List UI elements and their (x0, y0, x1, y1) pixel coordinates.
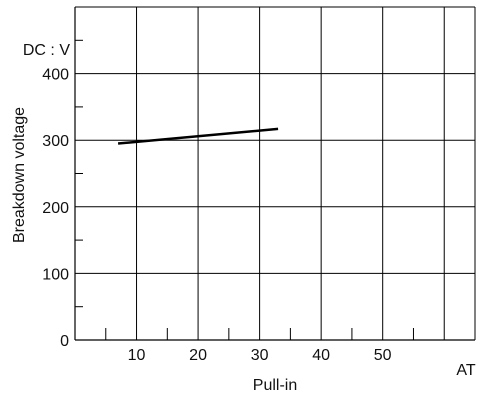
y-tick-label: 100 (42, 266, 69, 283)
x-axis-label: Pull-in (253, 377, 297, 394)
y-tick-label: 300 (42, 133, 69, 150)
x-tick-label: 20 (189, 347, 207, 364)
series-line (117, 127, 279, 145)
y-tick-label: 200 (42, 200, 69, 217)
x-tick-label: 40 (312, 347, 330, 364)
y-tick-label: 400 (42, 67, 69, 84)
y-tick-label: 0 (60, 333, 69, 350)
tick-labels: 10 20 30 40 50 0 100 200 300 400 (42, 67, 391, 364)
x-tick-label: 10 (128, 347, 146, 364)
grid (74, 6, 476, 341)
x-tick-label: 30 (251, 347, 269, 364)
x-tick-label: 50 (374, 347, 392, 364)
axis-ticks (75, 39, 414, 340)
series-layer (117, 127, 279, 145)
y-unit-label: DC : V (23, 42, 70, 59)
x-unit-label: AT (456, 362, 475, 379)
y-axis-label: Breakdown voltage (11, 107, 28, 243)
